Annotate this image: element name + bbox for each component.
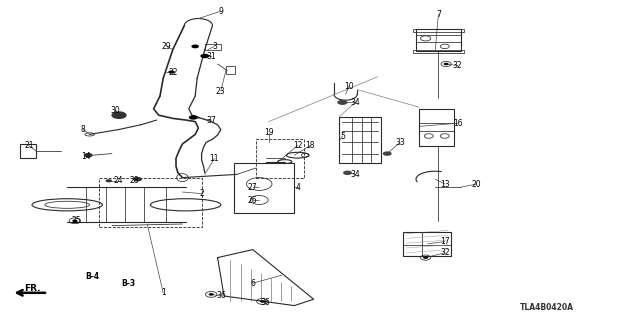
Bar xyxy=(413,50,464,53)
Text: 29: 29 xyxy=(161,42,172,51)
Text: 8: 8 xyxy=(81,125,86,134)
Text: 26: 26 xyxy=(248,196,258,204)
Text: 14: 14 xyxy=(81,152,92,161)
Text: 34: 34 xyxy=(350,170,360,179)
Circle shape xyxy=(260,300,265,303)
Text: TLA4B0420A: TLA4B0420A xyxy=(520,303,574,312)
Text: 27: 27 xyxy=(248,183,258,192)
Bar xyxy=(419,109,454,146)
Text: 17: 17 xyxy=(440,237,450,246)
Bar xyxy=(20,144,36,158)
Text: 32: 32 xyxy=(440,248,450,257)
Bar xyxy=(416,29,461,51)
Text: 36: 36 xyxy=(216,292,226,300)
Text: 31: 31 xyxy=(206,52,216,60)
Text: 11: 11 xyxy=(210,154,219,163)
Text: 33: 33 xyxy=(395,138,405,147)
Text: B-4: B-4 xyxy=(86,272,100,281)
Circle shape xyxy=(189,115,198,120)
Text: 5: 5 xyxy=(340,132,345,140)
Bar xyxy=(99,178,202,227)
Text: 34: 34 xyxy=(350,98,360,107)
Text: FR.: FR. xyxy=(24,284,40,293)
Circle shape xyxy=(423,256,428,259)
Text: 19: 19 xyxy=(264,128,274,137)
Text: 25: 25 xyxy=(72,216,82,225)
Circle shape xyxy=(191,44,199,48)
Text: 12: 12 xyxy=(293,141,302,150)
Text: 23: 23 xyxy=(216,87,226,96)
Bar xyxy=(234,163,294,213)
Circle shape xyxy=(106,179,112,182)
Text: 24: 24 xyxy=(113,176,124,185)
Text: 10: 10 xyxy=(344,82,354,91)
Bar xyxy=(226,66,235,74)
Text: 16: 16 xyxy=(452,119,463,128)
Text: 21: 21 xyxy=(24,141,33,150)
Bar xyxy=(205,44,221,50)
Circle shape xyxy=(72,220,77,222)
Bar xyxy=(413,29,464,32)
Text: 32: 32 xyxy=(452,61,463,70)
Circle shape xyxy=(84,153,93,157)
Circle shape xyxy=(168,70,175,74)
Text: 4: 4 xyxy=(295,183,300,192)
Text: 3: 3 xyxy=(212,42,217,51)
Circle shape xyxy=(133,177,142,181)
Bar xyxy=(339,117,381,163)
Text: 36: 36 xyxy=(260,298,271,307)
Bar xyxy=(403,232,451,256)
Circle shape xyxy=(444,63,449,65)
Circle shape xyxy=(343,171,352,175)
Text: 6: 6 xyxy=(250,279,255,288)
Circle shape xyxy=(383,151,392,156)
Circle shape xyxy=(209,293,214,296)
Text: 1: 1 xyxy=(161,288,166,297)
Text: 7: 7 xyxy=(436,10,441,19)
Text: 37: 37 xyxy=(206,116,216,124)
Text: 28: 28 xyxy=(130,176,139,185)
Text: B-3: B-3 xyxy=(121,279,135,288)
Text: 20: 20 xyxy=(472,180,482,188)
Text: 30: 30 xyxy=(110,106,120,115)
Text: 13: 13 xyxy=(440,180,450,188)
Circle shape xyxy=(200,54,209,58)
Bar xyxy=(256,139,304,178)
Text: 9: 9 xyxy=(218,7,223,16)
Text: 2: 2 xyxy=(199,189,204,198)
Text: 22: 22 xyxy=(168,68,177,76)
Text: 18: 18 xyxy=(306,141,315,150)
Circle shape xyxy=(111,111,127,119)
Circle shape xyxy=(337,100,348,105)
